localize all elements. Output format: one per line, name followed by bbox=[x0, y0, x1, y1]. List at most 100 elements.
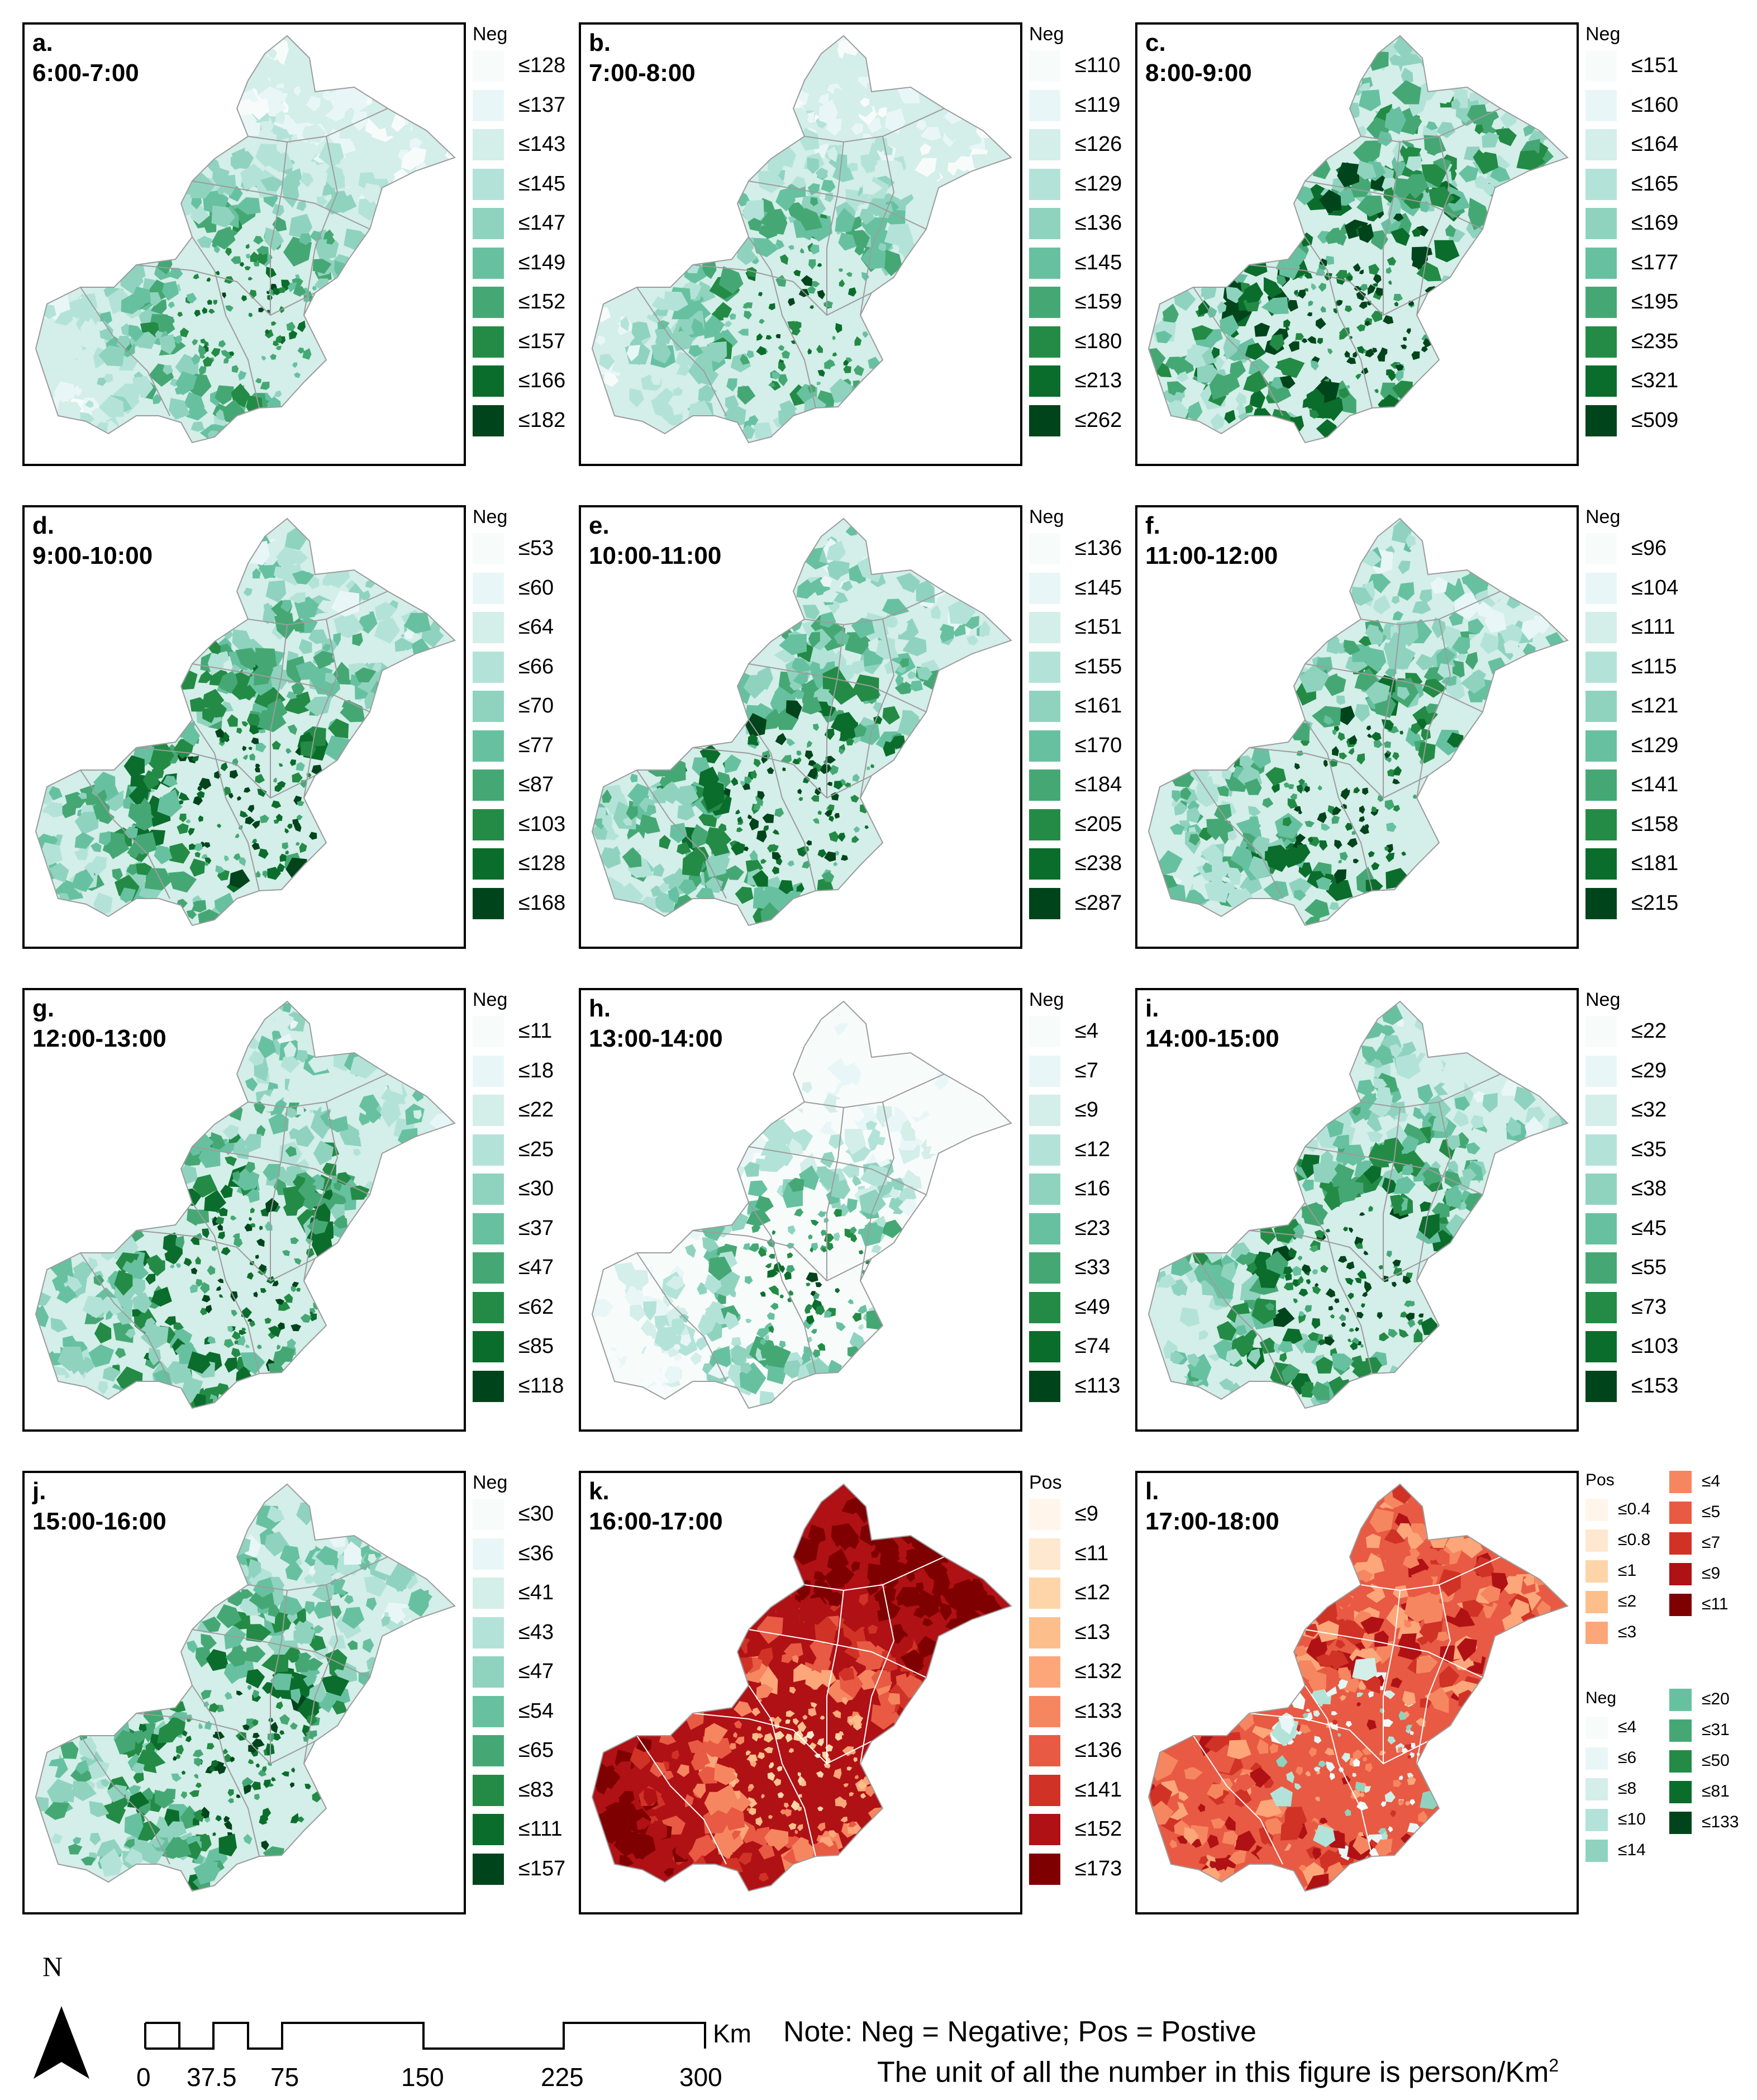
legend-label: ≤509 bbox=[1631, 408, 1679, 432]
map-cell bbox=[90, 842, 102, 853]
map-cell bbox=[807, 740, 813, 748]
map-cell bbox=[870, 764, 874, 768]
legend-swatch bbox=[473, 572, 504, 604]
map-cell bbox=[154, 845, 173, 864]
district-boundary bbox=[1416, 136, 1451, 316]
map-cell bbox=[782, 350, 791, 359]
map-cell bbox=[1408, 567, 1417, 575]
map-cell bbox=[1326, 880, 1353, 901]
map-cell bbox=[902, 636, 927, 657]
map-cell bbox=[811, 795, 820, 802]
map-cell bbox=[286, 321, 296, 331]
map-cell bbox=[725, 865, 744, 880]
legend-label: ≤182 bbox=[518, 408, 566, 432]
map-cell bbox=[177, 823, 189, 834]
map-cell bbox=[300, 572, 311, 583]
map-cell bbox=[275, 110, 285, 125]
panel-time: 6:00-7:00 bbox=[32, 59, 139, 87]
map-cell bbox=[260, 814, 269, 824]
map-cell bbox=[273, 340, 279, 346]
map-cell bbox=[302, 348, 312, 360]
map-cell bbox=[842, 666, 855, 680]
map-cell bbox=[1297, 289, 1306, 299]
map-cell bbox=[1354, 704, 1370, 723]
map-cell bbox=[1166, 381, 1187, 398]
map-cell bbox=[663, 291, 688, 311]
map-cell bbox=[910, 680, 923, 692]
map-cell bbox=[801, 696, 822, 715]
map-cell bbox=[198, 778, 212, 790]
legend-label: ≤235 bbox=[1631, 329, 1679, 353]
map-cell bbox=[1318, 283, 1326, 292]
map-cell bbox=[325, 106, 346, 122]
map-cell bbox=[215, 728, 224, 738]
panel-label: g. 12:00-13:00 bbox=[32, 994, 166, 1054]
panel-label: b. 7:00-8:00 bbox=[589, 28, 696, 88]
map-cell bbox=[1155, 330, 1173, 344]
map-cell bbox=[233, 853, 241, 861]
map-cell bbox=[744, 846, 749, 852]
legend-title: Neg bbox=[473, 989, 508, 1010]
legend-label: ≤66 bbox=[518, 654, 554, 678]
map-cell bbox=[630, 773, 638, 783]
legend-swatch bbox=[1029, 208, 1060, 239]
map-cell bbox=[832, 768, 839, 774]
map-cell bbox=[191, 353, 201, 365]
map-cell bbox=[274, 566, 288, 579]
city-boundary bbox=[35, 35, 456, 444]
map-cell bbox=[196, 791, 205, 799]
map-cell bbox=[242, 745, 246, 751]
map-cell bbox=[629, 388, 644, 407]
map-cell bbox=[157, 797, 183, 817]
region-cells bbox=[592, 519, 991, 925]
map-cell bbox=[677, 842, 691, 855]
map-cell bbox=[1344, 219, 1368, 239]
map-cell bbox=[794, 689, 804, 699]
map-cell bbox=[840, 53, 861, 73]
map-cell bbox=[780, 254, 789, 265]
map-cell bbox=[651, 892, 675, 913]
legend-swatch bbox=[473, 287, 504, 318]
map-cell bbox=[1322, 397, 1344, 421]
map-cell bbox=[1149, 348, 1166, 371]
map-cell bbox=[59, 802, 77, 819]
map-cell bbox=[867, 198, 887, 217]
legend-label: ≤238 bbox=[1075, 852, 1122, 875]
map-cell bbox=[931, 605, 941, 619]
map-cell bbox=[94, 789, 107, 804]
map-cell bbox=[375, 601, 397, 621]
choropleth-map bbox=[35, 517, 456, 927]
legend-swatch bbox=[473, 50, 504, 82]
map-cell bbox=[708, 835, 730, 857]
panel-time: 8:00-9:00 bbox=[1145, 59, 1252, 87]
legend-swatch bbox=[473, 208, 504, 239]
map-cell bbox=[793, 269, 801, 277]
map-cell bbox=[248, 277, 253, 281]
map-cell bbox=[847, 287, 856, 297]
map-cell bbox=[820, 611, 836, 628]
map-cell bbox=[302, 645, 311, 654]
legend-label: ≤119 bbox=[1075, 93, 1121, 117]
note-superscript: 2 bbox=[1549, 2055, 1559, 2075]
legend-label: ≤104 bbox=[1631, 576, 1679, 600]
map-cell bbox=[1174, 392, 1182, 401]
map-cell bbox=[1356, 346, 1365, 354]
map-cell bbox=[148, 292, 162, 306]
legend-swatch bbox=[1585, 651, 1617, 683]
map-cell bbox=[772, 866, 779, 875]
legend-swatch bbox=[1585, 730, 1617, 762]
map-cell bbox=[796, 883, 804, 893]
map-cell bbox=[241, 685, 257, 701]
map-panel-i: i. 14:00-15:00 bbox=[1135, 988, 1579, 1432]
map-cell bbox=[249, 289, 257, 299]
legend-label: ≤103 bbox=[518, 812, 566, 836]
legend-label: ≤145 bbox=[1075, 250, 1122, 274]
map-cell bbox=[846, 737, 854, 745]
map-cell bbox=[901, 175, 911, 190]
map-cell bbox=[1387, 256, 1397, 265]
map-cell bbox=[818, 763, 831, 774]
map-cell bbox=[788, 245, 794, 250]
panel-label: j. 15:00-16:00 bbox=[32, 1476, 166, 1537]
map-cell bbox=[879, 158, 905, 180]
legend-a: Neg ≤128 ≤137 ≤143 ≤145 ≤147 ≤149 ≤152 ≤157 ≤166 ≤… bbox=[473, 23, 601, 448]
